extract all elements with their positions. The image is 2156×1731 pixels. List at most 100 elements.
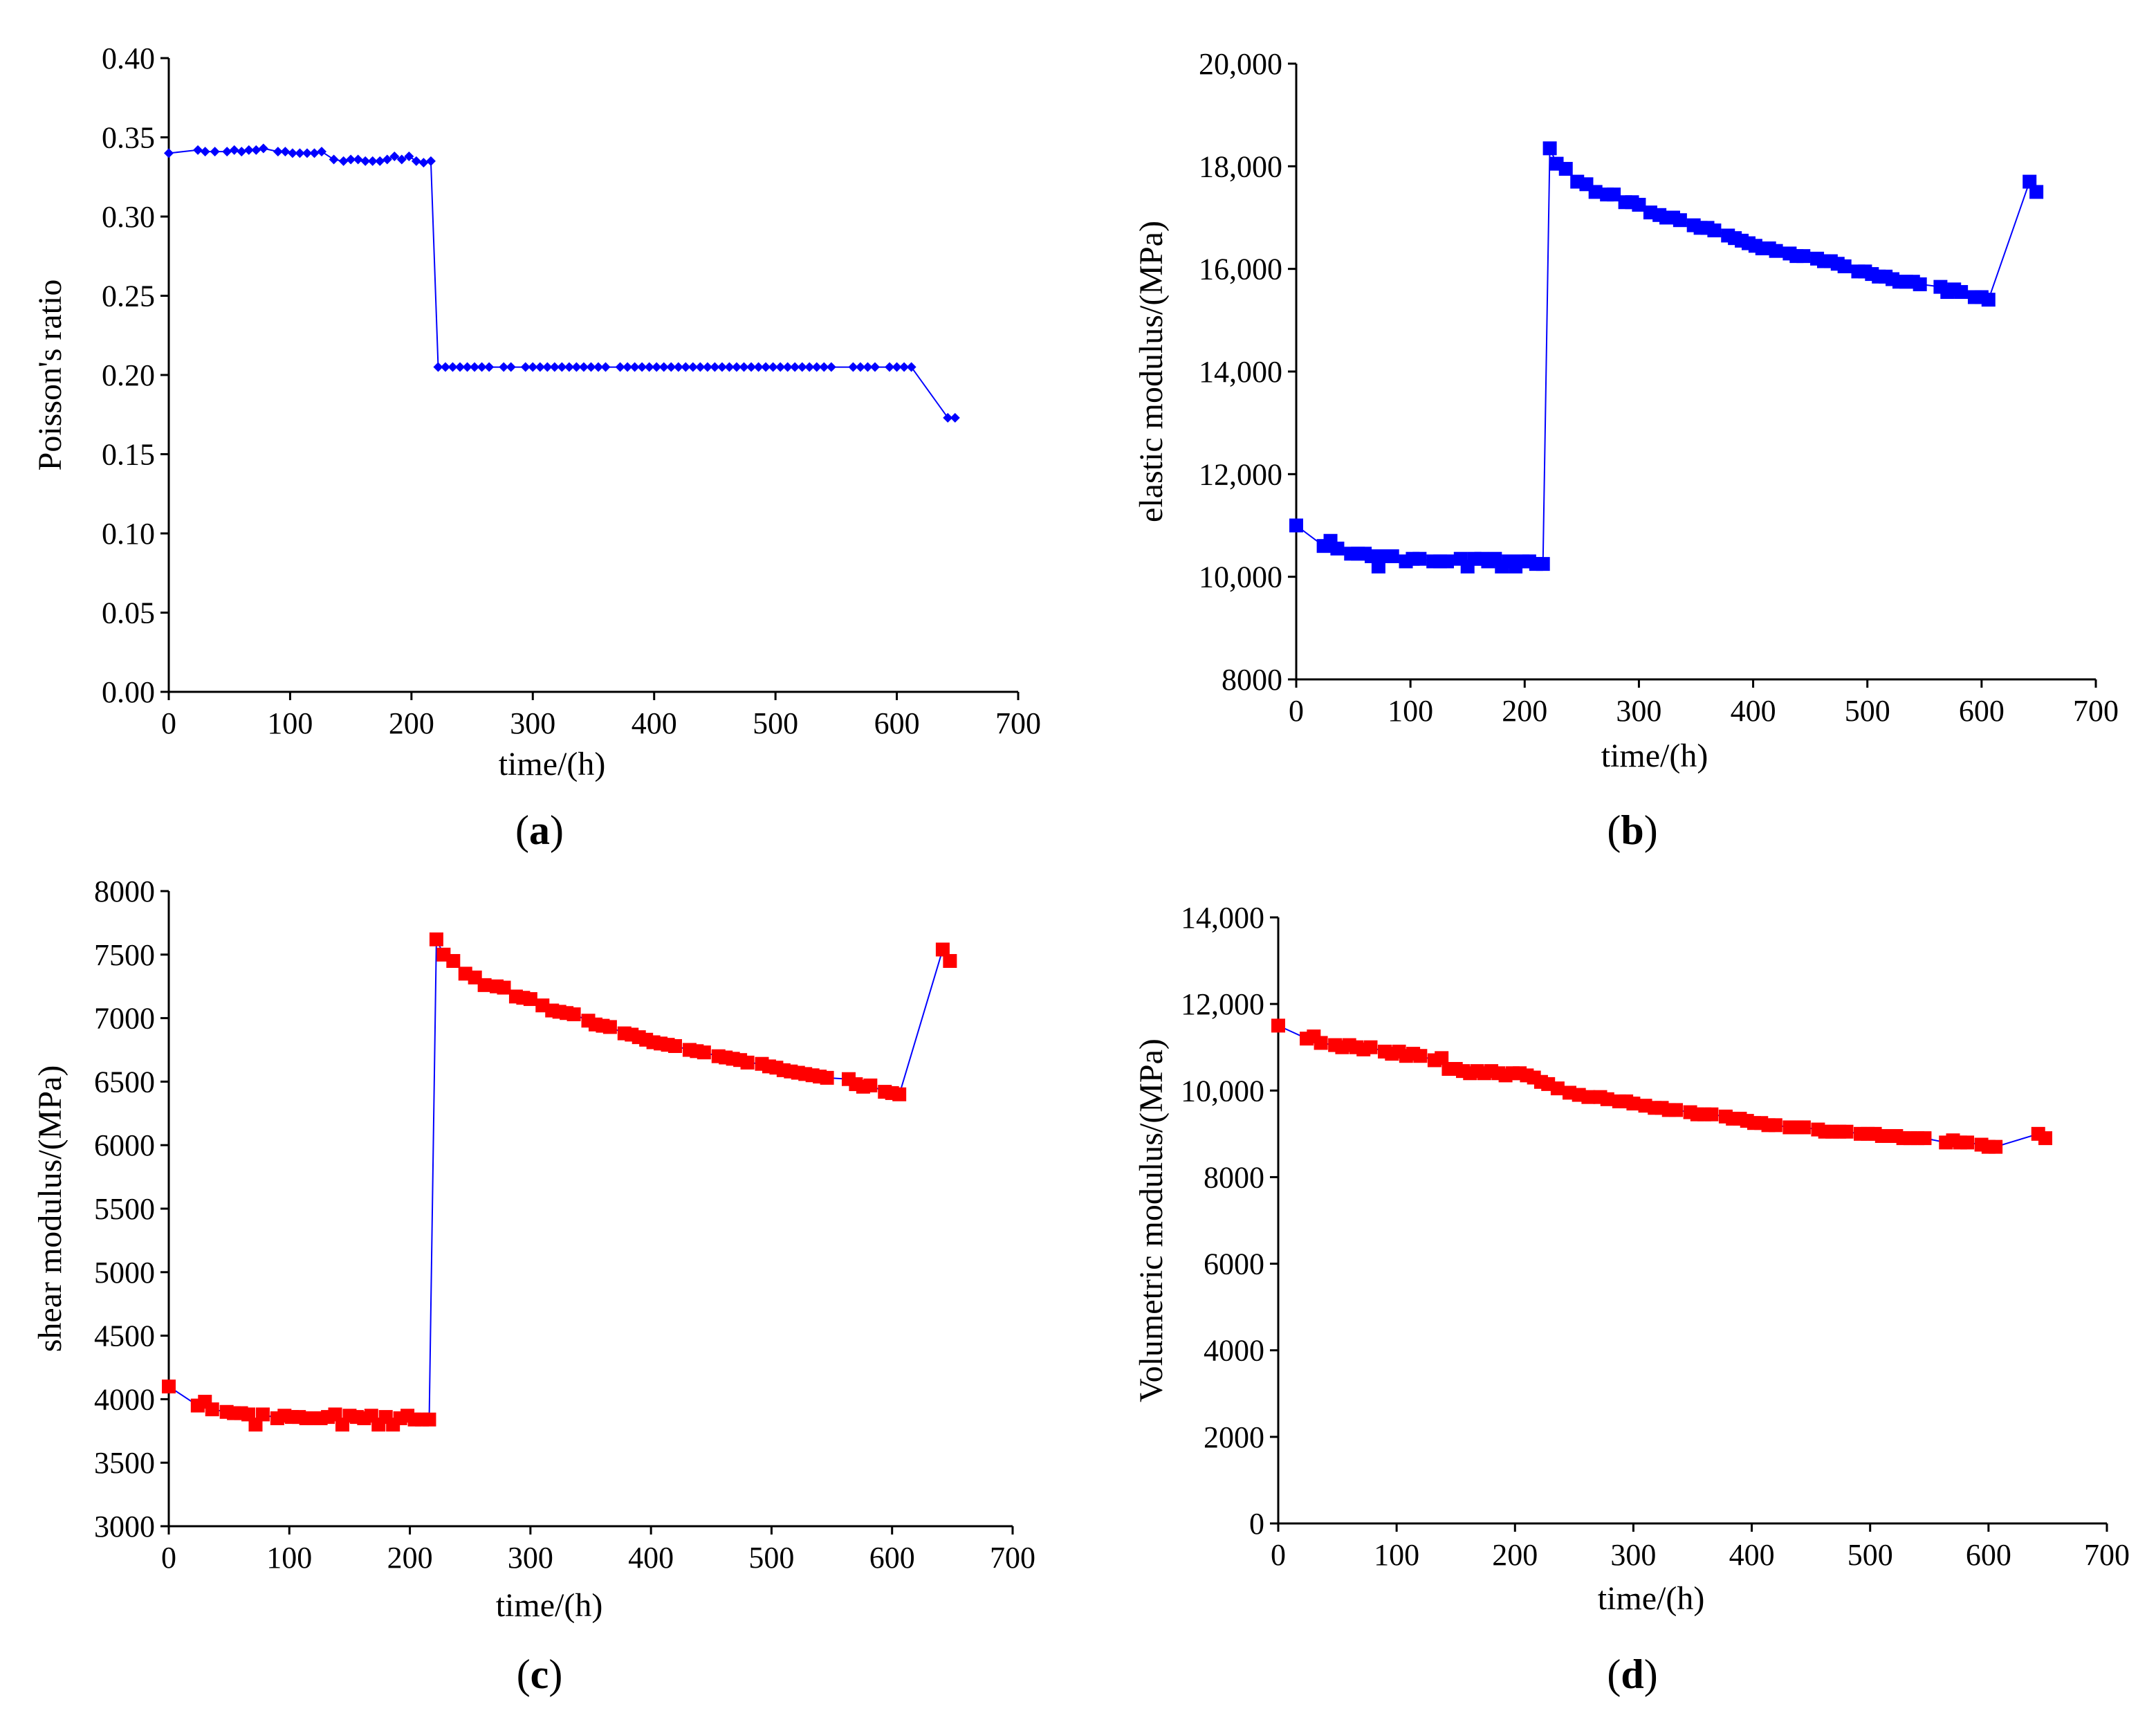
data-point: [1542, 141, 1557, 156]
data-point: [200, 147, 210, 157]
data-point: [1673, 213, 1687, 228]
data-point: [629, 362, 640, 372]
x-tick-label: 700: [990, 1541, 1035, 1575]
data-point: [623, 362, 633, 372]
data-point: [2038, 1131, 2053, 1146]
data-point: [396, 154, 407, 165]
data-point: [1669, 1103, 1684, 1117]
data-point: [593, 362, 604, 372]
data-point: [673, 362, 683, 372]
x-tick-label: 100: [1374, 1538, 1419, 1572]
data-point: [302, 148, 312, 158]
y-tick-label: 4000: [94, 1382, 155, 1416]
data-point: [863, 1078, 878, 1092]
data-point: [615, 362, 625, 372]
data-point: [826, 362, 836, 372]
data-point: [317, 147, 327, 157]
panel-label: (d): [1607, 1651, 1657, 1697]
panel-b: 8000 10,000 12,000 14,000 16,000 18,000 20,000…: [1133, 47, 2119, 853]
data-point: [251, 145, 261, 155]
x-tick-label: 200: [387, 1541, 433, 1575]
data-point: [429, 932, 443, 946]
y-tick-label: 8000: [1222, 663, 1282, 697]
panel-label: (a): [515, 807, 564, 853]
y-tick-label: 0.05: [102, 596, 155, 630]
data-point: [1558, 162, 1573, 176]
data-point: [797, 362, 807, 372]
x-tick-label: 200: [389, 706, 434, 740]
data-point: [658, 362, 669, 372]
data-point: [523, 992, 537, 1007]
data-point: [695, 362, 706, 372]
data-point: [243, 145, 254, 155]
x-axis-label: time/(h): [1601, 738, 1708, 774]
data-point: [863, 362, 873, 372]
data-point: [205, 1402, 219, 1417]
y-tick-label: 5000: [94, 1256, 155, 1290]
data-point: [1588, 185, 1603, 199]
data-point: [360, 156, 371, 166]
data-point: [295, 148, 305, 158]
data-point: [1632, 197, 1646, 212]
y-tick-label: 14,000: [1199, 355, 1282, 389]
data-point: [740, 1055, 755, 1070]
data-point: [1330, 541, 1345, 556]
data-point: [542, 362, 553, 372]
x-tick-label: 400: [1729, 1538, 1775, 1572]
data-point: [1412, 551, 1427, 566]
data-point: [1581, 1090, 1596, 1104]
y-axis-label: Poisson's ratio: [32, 280, 68, 471]
data-point: [1796, 1120, 1811, 1135]
data-point: [637, 362, 647, 372]
y-axis-label: Volumetric modulus/(MPa): [1133, 1038, 1170, 1402]
y-tick-label: 7500: [94, 938, 155, 972]
data-point: [338, 156, 349, 166]
data-point: [819, 362, 829, 372]
x-tick-label: 200: [1502, 694, 1547, 728]
data-point: [688, 362, 698, 372]
data-point: [1839, 1124, 1854, 1139]
y-tick-label: 2000: [1204, 1420, 1264, 1454]
data-point: [820, 1070, 834, 1085]
data-point: [477, 978, 492, 992]
data-point: [782, 362, 793, 372]
x-tick-label: 700: [2084, 1538, 2130, 1572]
data-point: [950, 412, 960, 423]
data-point: [1768, 1118, 1782, 1133]
data-point: [440, 362, 450, 372]
x-tick-label: 500: [1848, 1538, 1893, 1572]
data-point: [811, 362, 822, 372]
x-tick-label: 0: [1271, 1538, 1286, 1572]
panel-d: 0 2000 4000 6000 8000 10,000 12,000 14,000 0 100 2…: [1133, 901, 2130, 1697]
data-point: [411, 156, 421, 166]
y-tick-label: 6000: [94, 1128, 155, 1162]
data-point: [470, 362, 480, 372]
data-point: [258, 143, 268, 154]
x-tick-label: 0: [1289, 694, 1304, 728]
data-point: [571, 362, 582, 372]
x-tick-label: 400: [1731, 694, 1776, 728]
x-tick-label: 0: [161, 1541, 176, 1575]
data-point: [943, 412, 953, 423]
data-point: [422, 1412, 436, 1427]
data-point: [602, 1020, 617, 1034]
x-tick-label: 300: [510, 706, 555, 740]
data-point: [768, 362, 778, 372]
data-point: [210, 147, 220, 157]
y-tick-label: 18,000: [1199, 149, 1282, 183]
x-tick-label: 100: [1388, 694, 1433, 728]
y-tick-label: 0.35: [102, 121, 155, 155]
data-point: [389, 151, 400, 161]
data-point: [855, 362, 865, 372]
y-tick-label: 12,000: [1199, 457, 1282, 491]
data-point: [668, 1038, 682, 1053]
data-point: [446, 953, 461, 968]
data-point: [309, 148, 320, 158]
data-point: [506, 362, 516, 372]
data-point: [1385, 549, 1399, 563]
data-point: [1837, 259, 1852, 273]
y-axis-label: shear modulus/(MPa): [32, 1065, 68, 1353]
data-point: [164, 148, 174, 158]
y-tick-label: 8000: [94, 874, 155, 908]
y-tick-label: 20,000: [1199, 47, 1282, 81]
